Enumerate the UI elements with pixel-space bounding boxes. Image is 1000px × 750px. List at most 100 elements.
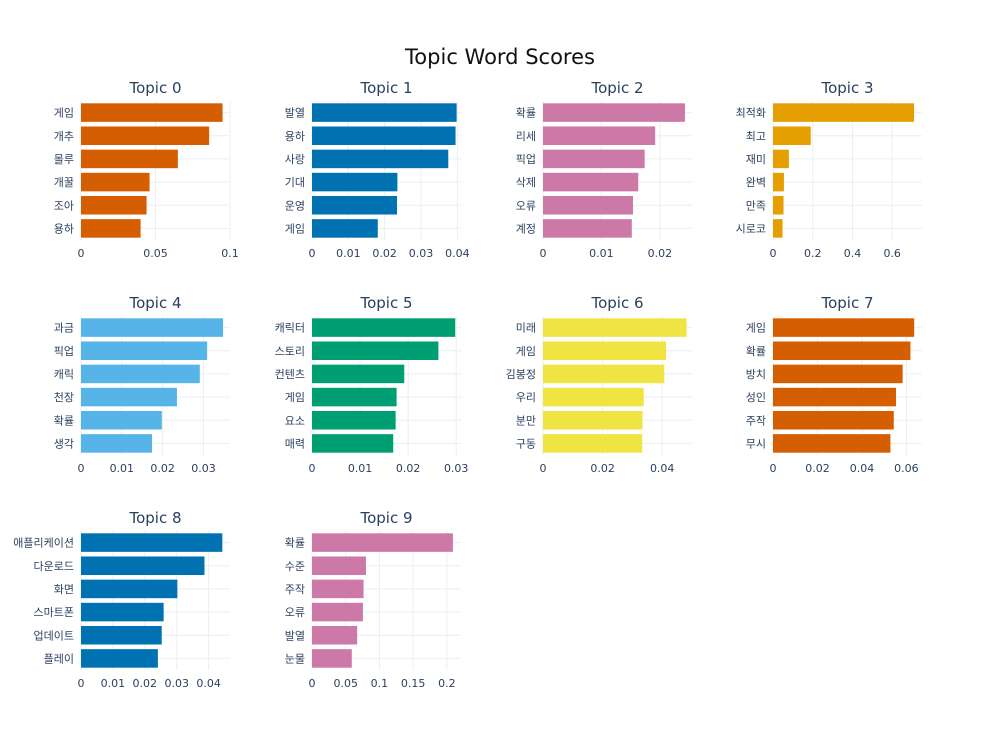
bar-완벽 [773,172,784,192]
bar-무시 [773,434,891,453]
bar-게임 [81,103,223,122]
x-tick-label: 0.05 [333,677,358,690]
bar-삭제 [543,172,639,192]
subplot-title: Topic 0 [128,79,181,97]
subplot-title: Topic 4 [128,294,181,312]
bar-업데이트 [81,625,162,645]
bar-오류 [312,602,363,622]
x-tick-label: 0 [540,247,547,260]
y-tick-label: 성인 [746,391,766,404]
subplot-title: Topic 9 [359,509,412,527]
bar-게임 [312,219,378,238]
bar-확률 [543,103,685,122]
y-tick-label: 용하 [54,221,74,235]
bar-발열 [312,625,358,645]
y-tick-label: 스토리 [275,345,305,358]
bar-기대 [312,172,398,192]
bar-김봉정 [543,364,665,384]
x-tick-label: 0.01 [589,247,614,260]
y-tick-label: 수준 [285,560,305,573]
y-tick-label: 픽업 [516,153,536,166]
bar-게임 [312,387,397,407]
y-tick-label: 미래 [516,322,536,335]
bar-스마트폰 [81,602,164,622]
y-tick-label: 용하 [285,129,305,143]
bar-매력 [312,434,394,453]
y-tick-label: 게임 [54,107,74,120]
x-tick-label: 0 [78,247,85,260]
y-tick-label: 오류 [285,606,305,619]
x-tick-label: 0.02 [133,677,158,690]
x-tick-label: 0.15 [401,677,426,690]
subplot-title: Topic 2 [590,79,643,97]
bar-용하 [81,219,141,238]
x-tick-label: 0.6 [883,247,901,260]
y-tick-label: 게임 [746,322,766,335]
y-tick-label: 방치 [746,368,766,381]
bar-천장 [81,387,177,407]
subplot-title: Topic 5 [359,294,412,312]
x-tick-label: 0.02 [150,462,175,475]
y-tick-label: 몰루 [54,153,74,166]
bar-미래 [543,318,687,337]
y-tick-label: 삭제 [516,176,536,189]
y-tick-label: 최적화 [736,107,766,120]
y-tick-label: 캐릭터 [275,322,305,335]
y-tick-label: 픽업 [54,345,74,358]
y-tick-label: 게임 [516,345,536,358]
bar-주작 [312,579,364,599]
y-tick-label: 리세 [516,130,536,143]
y-tick-label: 확률 [746,345,766,358]
bar-개꿀 [81,172,150,192]
bar-개추 [81,126,210,146]
bar-생각 [81,434,153,453]
x-tick-label: 0.02 [396,462,421,475]
bar-재미 [773,149,789,169]
bar-요소 [312,410,396,430]
x-tick-label: 0.1 [371,677,389,690]
bar-확률 [81,410,162,430]
y-tick-label: 다운로드 [34,560,74,573]
x-tick-label: 0.2 [438,677,456,690]
y-tick-label: 눈물 [285,652,305,665]
y-tick-label: 플레이 [44,652,74,665]
y-tick-label: 김봉정 [506,368,536,381]
bar-분만 [543,410,643,430]
bar-애플리케이션 [81,533,223,552]
y-tick-label: 스마트폰 [34,606,74,619]
x-tick-label: 0.02 [590,462,615,475]
y-tick-label: 시로코 [736,222,766,235]
y-tick-label: 오류 [516,199,536,212]
bar-픽업 [543,149,645,169]
bar-계정 [543,219,632,238]
y-tick-label: 재미 [746,153,766,166]
y-tick-label: 과금 [54,322,74,335]
bar-용하 [312,126,456,146]
y-tick-label: 확률 [54,414,74,427]
bar-게임 [543,341,667,361]
y-tick-label: 요소 [285,414,305,427]
x-tick-label: 0.06 [894,462,919,475]
y-tick-label: 천장 [54,390,74,404]
bar-주작 [773,410,894,430]
subplot-title: Topic 1 [359,79,412,97]
x-tick-label: 0.2 [804,247,822,260]
y-tick-label: 업데이트 [34,629,74,642]
x-tick-label: 0.04 [850,462,875,475]
y-tick-label: 발열 [285,107,305,120]
bar-플레이 [81,649,158,668]
x-tick-label: 0.01 [101,677,126,690]
x-tick-label: 0.02 [648,247,673,260]
y-tick-label: 사랑 [285,153,305,166]
y-tick-label: 무시 [746,437,766,450]
x-tick-label: 0 [309,462,316,475]
x-tick-label: 0.4 [844,247,862,260]
y-tick-label: 캐릭 [54,368,74,381]
y-tick-label: 게임 [285,391,305,404]
bar-사랑 [312,149,449,169]
